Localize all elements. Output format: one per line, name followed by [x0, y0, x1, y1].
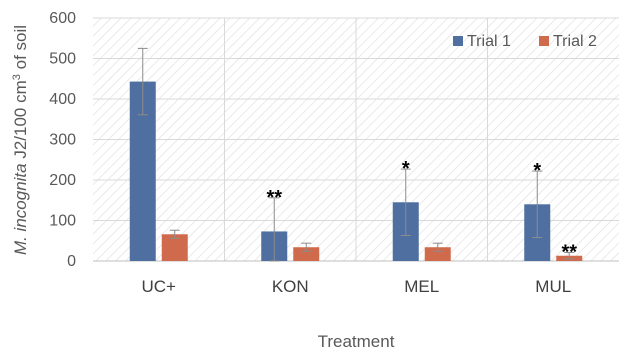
y-axis-title-sup: 3 [11, 74, 23, 80]
y-tick-label: 600 [49, 10, 76, 27]
legend-label: Trial 1 [467, 33, 511, 50]
significance-marker: ** [561, 241, 577, 263]
legend-swatch [453, 36, 463, 46]
significance-marker: ** [266, 187, 282, 209]
significance-marker: * [402, 158, 410, 180]
y-tick-label: 200 [49, 172, 76, 189]
bar-trial-2-kon [293, 247, 320, 261]
y-axis-title: M. incognita J2/100 cm3 of soil [11, 25, 30, 255]
significance-marker: * [533, 160, 541, 182]
y-tick-label: 300 [49, 132, 76, 149]
legend-swatch [539, 36, 549, 46]
y-axis-title-end: of soil [11, 25, 30, 74]
x-axis: UC+ KON MEL MUL [142, 277, 572, 296]
bars: *** *** [129, 47, 583, 263]
x-tick-label: UC+ [142, 277, 177, 296]
y-axis-title-text: J2/100 cm [11, 80, 30, 163]
x-axis-title: Treatment [318, 332, 395, 351]
y-tick-label: 500 [49, 51, 76, 68]
y-tick-label: 100 [49, 213, 76, 230]
legend: Trial 1 Trial 2 [453, 33, 597, 50]
y-tick-label: 400 [49, 91, 76, 108]
x-tick-label: KON [272, 277, 309, 296]
y-axis: 0 100 200 300 400 500 600 [49, 10, 76, 270]
x-tick-label: MEL [404, 277, 439, 296]
x-tick-label: MUL [535, 277, 571, 296]
y-tick-label: 0 [67, 253, 76, 270]
bar-trial-2-mel [424, 247, 451, 261]
legend-label: Trial 2 [553, 33, 597, 50]
y-axis-title-italic: M. incognita [11, 163, 30, 255]
